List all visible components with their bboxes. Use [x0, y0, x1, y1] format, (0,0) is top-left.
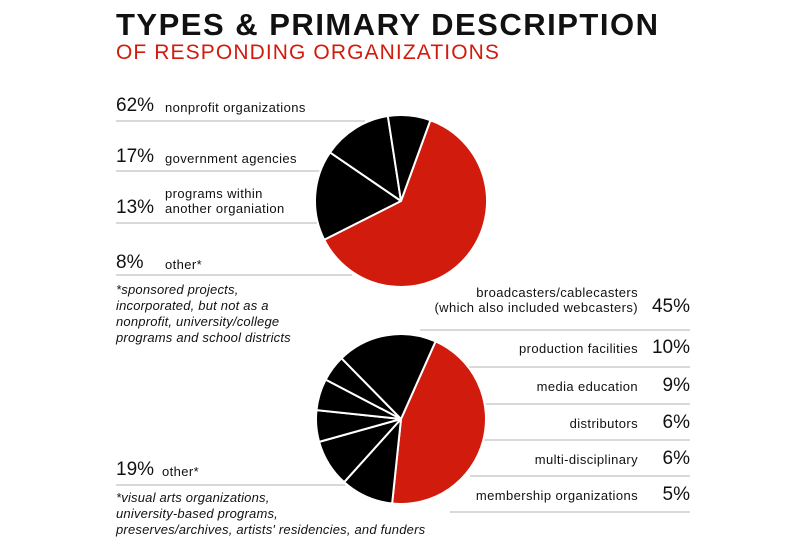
pie2-legend-other: 19% other*	[116, 459, 416, 499]
pie2-legend-membership: membership organizations 5%	[270, 477, 690, 511]
pie2-leader-lines	[116, 329, 690, 513]
pie2-pct-distributors: 6%	[662, 412, 690, 433]
pie2-pct-broadcasters: 45%	[651, 296, 690, 317]
pie2-label-production: production facilities	[519, 341, 638, 356]
pie2-pct-production: 10%	[651, 337, 690, 358]
pie2-legend-broadcasters: broadcasters/cablecasters (which also in…	[270, 285, 690, 323]
pie2-pct-media-education: 9%	[662, 375, 690, 396]
pie2-legend-production: production facilities 10%	[270, 330, 690, 364]
pie1-legend-programs: 13% programs within another organiation	[116, 185, 416, 225]
pie1-slice-1-nonprofit-organizations	[323, 119, 488, 288]
pie1-pct-government: 17%	[116, 146, 155, 167]
pie2-legend-multidisciplinary: multi-disciplinary 6%	[270, 441, 690, 475]
pie1-label-government: government agencies	[165, 151, 297, 166]
pie1-slice-2-government-agencies	[314, 151, 402, 241]
pie2-footnote: *visual arts organizations, university-b…	[116, 490, 426, 537]
pie2-pct-other: 19%	[116, 459, 155, 480]
pie1-label-nonprofit: nonprofit organizations	[165, 100, 306, 115]
pie2	[315, 333, 487, 505]
pie2-pct-multidisciplinary: 6%	[662, 448, 690, 469]
pie2-legend-distributors: distributors 6%	[270, 405, 690, 439]
pie2-slice-7-other	[340, 333, 437, 420]
pie1-legend-government: 17% government agencies	[116, 146, 416, 186]
pie1-label-programs: programs within another organiation	[165, 186, 285, 216]
pie2-label-distributors: distributors	[569, 416, 638, 431]
pie2-label-media-education: media education	[536, 379, 638, 394]
pie1-pct-nonprofit: 62%	[116, 95, 155, 116]
pie1-label-other: other*	[165, 257, 203, 272]
pie2-pct-membership: 5%	[662, 484, 690, 505]
pie1-footnote: *sponsored projects, incorporated, but n…	[116, 282, 291, 345]
pie2-legend-media-education: media education 9%	[270, 368, 690, 402]
pie2-label-multidisciplinary: multi-disciplinary	[534, 452, 638, 467]
pie1-legend-other: 8% other*	[116, 252, 416, 292]
pie2-slice-1-broadcasters-cablecasters	[391, 340, 487, 505]
pie2-label-membership: membership organizations	[475, 488, 638, 503]
chart-subtitle: OF RESPONDING ORGANIZATIONS	[116, 41, 501, 64]
pie2-label-broadcasters: broadcasters/cablecasters (which also in…	[434, 285, 638, 315]
pie1-legend-nonprofit: 62% nonprofit organizations	[116, 95, 416, 135]
pie1	[314, 114, 488, 288]
pie2-label-other: other*	[162, 464, 200, 479]
pie1-leader-lines	[116, 120, 365, 276]
pie1-pct-programs: 13%	[116, 197, 155, 218]
pie1-slice-3-programs-within	[329, 115, 402, 202]
pie1-slice-4-other	[386, 114, 432, 202]
pie1-pct-other: 8%	[116, 252, 144, 273]
chart-title: TYPES & PRIMARY DESCRIPTION	[116, 7, 660, 42]
